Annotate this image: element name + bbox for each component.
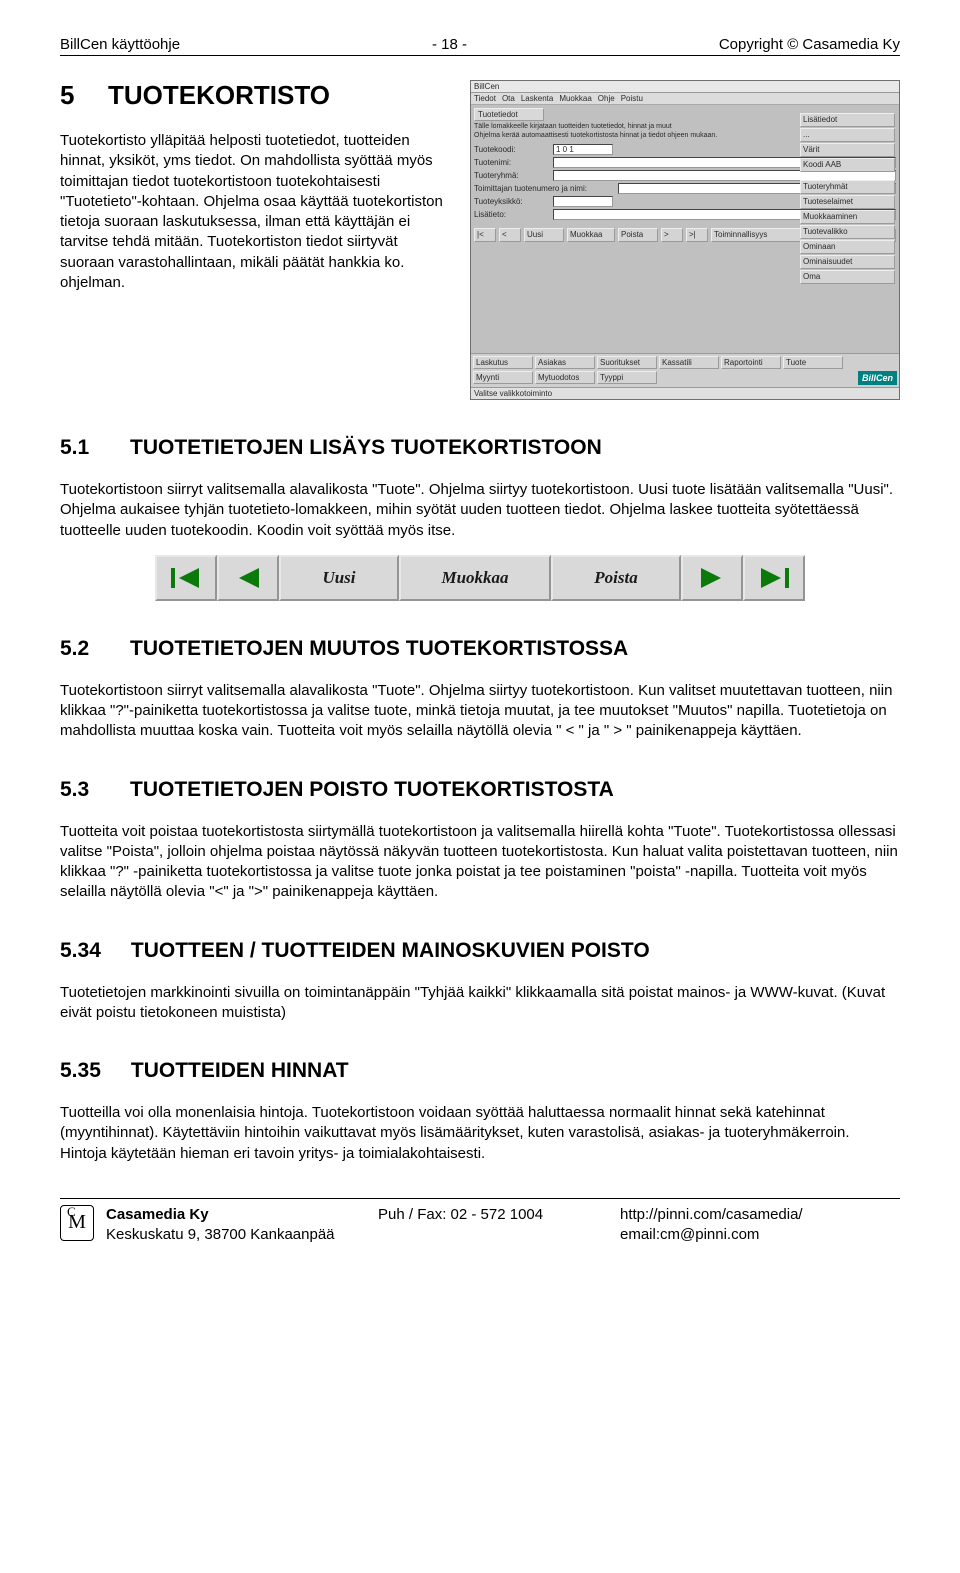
section-5-num: 5 [60, 80, 84, 111]
section-51-para: Tuotekortistoon siirryt valitsemalla ala… [60, 480, 900, 541]
ss-bottom-btn[interactable]: Suoritukset [597, 356, 657, 369]
ss-menu-item[interactable]: Ohje [598, 94, 615, 103]
ss-menu-item[interactable]: Tiedot [474, 94, 496, 103]
header-center: - 18 - [432, 36, 467, 53]
logo-c-icon: C [67, 1204, 76, 1220]
footer-email: email:cm@pinni.com [620, 1225, 900, 1245]
ss-nav-uusi[interactable]: Uusi [524, 228, 564, 242]
footer-rule [60, 1198, 900, 1199]
ss-tab[interactable]: Tuotetiedot [474, 108, 544, 121]
section-535-heading: 5.35 TUOTTEIDEN HINNAT [60, 1059, 900, 1083]
section-51-title: TUOTETIETOJEN LISÄYS TUOTEKORTISTOON [130, 436, 602, 460]
section-534-num: 5.34 [60, 939, 101, 963]
section-5-title: TUOTEKORTISTO [108, 80, 330, 111]
ss-bottom-btn[interactable]: Laskutus [473, 356, 533, 369]
nav-poista-button[interactable]: Poista [551, 555, 681, 601]
ss-label: Tuoteyksikkö: [474, 197, 549, 206]
ss-side-btn[interactable]: Ominaisuudet [800, 255, 895, 269]
app-screenshot: BillCen Tiedot Ota Laskenta Muokkaa Ohje… [470, 80, 900, 400]
ss-side-btn[interactable]: Tuoteryhmät [800, 180, 895, 194]
first-icon [169, 566, 203, 590]
section-535-num: 5.35 [60, 1059, 101, 1083]
header-left: BillCen käyttöohje [60, 36, 180, 53]
nav-next-button[interactable] [681, 555, 743, 601]
ss-side-btn[interactable]: Tuoteselaimet [800, 195, 895, 209]
ss-label: Tuotenimi: [474, 158, 549, 167]
page-header: BillCen käyttöohje - 18 - Copyright © Ca… [60, 36, 900, 53]
ss-nav-prev[interactable]: < [499, 228, 521, 242]
ss-menu-item[interactable]: Ota [502, 94, 515, 103]
ss-bottom-btn[interactable]: Asiakas [535, 356, 595, 369]
nav-prev-button[interactable] [217, 555, 279, 601]
section-52-num: 5.2 [60, 637, 100, 661]
section-52-heading: 5.2 TUOTETIETOJEN MUUTOS TUOTEKORTISTOSS… [60, 637, 900, 661]
section-53-para: Tuotteita voit poistaa tuotekortistosta … [60, 822, 900, 903]
ss-bottom-btn[interactable]: Raportointi [721, 356, 781, 369]
ss-label: Tuoteryhmä: [474, 171, 549, 180]
section-535-title: TUOTTEIDEN HINNAT [131, 1059, 349, 1083]
ss-side-btn[interactable]: Värit [800, 143, 895, 157]
section-52-title: TUOTETIETOJEN MUUTOS TUOTEKORTISTOSSA [130, 637, 628, 661]
ss-label: Toimittajan tuotenumero ja nimi: [474, 184, 614, 193]
ss-menu-item[interactable]: Laskenta [521, 94, 553, 103]
last-icon [757, 566, 791, 590]
ss-bottom-btn[interactable]: Tyyppi [597, 371, 657, 384]
ss-label: Tuotekoodi: [474, 145, 549, 154]
nav-muokkaa-button[interactable]: Muokkaa [399, 555, 551, 601]
ss-nav-muokkaa[interactable]: Muokkaa [567, 228, 615, 242]
ss-side-btn[interactable]: Ominaan [800, 240, 895, 254]
section-535-para: Tuotteilla voi olla monenlaisia hintoja.… [60, 1103, 900, 1164]
footer-address: Keskuskatu 9, 38700 Kankaanpää [106, 1225, 366, 1245]
ss-status-bar: Valitse valikkotoiminto [471, 387, 899, 399]
prev-icon [233, 566, 263, 590]
footer-logo: C M [60, 1205, 94, 1241]
footer-phone: Puh / Fax: 02 - 572 1004 [378, 1205, 608, 1225]
footer-company: Casamedia Ky [106, 1205, 366, 1225]
ss-menu-item[interactable]: Muokkaa [559, 94, 591, 103]
ss-window-title: BillCen [471, 81, 899, 93]
section-534-title: TUOTTEEN / TUOTTEIDEN MAINOSKUVIEN POIST… [131, 939, 650, 963]
ss-bottom-toolbar: Laskutus Asiakas Suoritukset Kassatili R… [471, 353, 899, 387]
section-534-para: Tuotetietojen markkinointi sivuilla on t… [60, 983, 900, 1024]
section-51-heading: 5.1 TUOTETIETOJEN LISÄYS TUOTEKORTISTOON [60, 436, 900, 460]
section-5-heading: 5 TUOTEKORTISTO [60, 80, 446, 111]
ss-nav-poista[interactable]: Poista [618, 228, 658, 242]
section-53-title: TUOTETIETOJEN POISTO TUOTEKORTISTOSTA [130, 778, 614, 802]
ss-nav-last[interactable]: >| [686, 228, 708, 242]
section-53-heading: 5.3 TUOTETIETOJEN POISTO TUOTEKORTISTOST… [60, 778, 900, 802]
ss-side-btn[interactable]: Koodi AAB [800, 158, 895, 172]
ss-side-panel: Lisätiedot ... Värit Koodi AAB Tuoteryhm… [800, 113, 895, 284]
section-52-para: Tuotekortistoon siirryt valitsemalla ala… [60, 681, 900, 742]
ss-input[interactable] [553, 196, 613, 207]
ss-bottom-btn[interactable]: Mytuodotos [535, 371, 595, 384]
ss-nav-first[interactable]: |< [474, 228, 496, 242]
ss-side-btn[interactable]: ... [800, 128, 895, 142]
ss-side-btn[interactable]: Muokkaaminen [800, 210, 895, 224]
section-51-num: 5.1 [60, 436, 100, 460]
ss-bottom-btn[interactable]: Myynti [473, 371, 533, 384]
ss-menu-item[interactable]: Poistu [621, 94, 643, 103]
section-5-para: Tuotekortisto ylläpitää helposti tuoteti… [60, 131, 446, 293]
nav-first-button[interactable] [155, 555, 217, 601]
footer-url: http://pinni.com/casamedia/ [620, 1205, 900, 1225]
section-534-heading: 5.34 TUOTTEEN / TUOTTEIDEN MAINOSKUVIEN … [60, 939, 900, 963]
nav-button-row: Uusi Muokkaa Poista [60, 555, 900, 601]
ss-input-code[interactable]: 1 0 1 [553, 144, 613, 155]
ss-side-btn[interactable]: Tuotevalikko [800, 225, 895, 239]
next-icon [697, 566, 727, 590]
ss-bottom-btn[interactable]: Kassatili [659, 356, 719, 369]
header-rule [60, 55, 900, 56]
ss-logo: BillCen [858, 371, 897, 385]
section-53-num: 5.3 [60, 778, 100, 802]
nav-uusi-button[interactable]: Uusi [279, 555, 399, 601]
header-right: Copyright © Casamedia Ky [719, 36, 900, 53]
ss-nav-next[interactable]: > [661, 228, 683, 242]
ss-side-btn[interactable]: Lisätiedot [800, 113, 895, 127]
nav-last-button[interactable] [743, 555, 805, 601]
ss-side-btn[interactable]: Oma [800, 270, 895, 284]
ss-menu-bar: Tiedot Ota Laskenta Muokkaa Ohje Poistu [471, 93, 899, 105]
ss-label: Lisätieto: [474, 210, 549, 219]
page-footer: C M Casamedia Ky Keskuskatu 9, 38700 Kan… [60, 1205, 900, 1246]
ss-bottom-btn[interactable]: Tuote [783, 356, 843, 369]
